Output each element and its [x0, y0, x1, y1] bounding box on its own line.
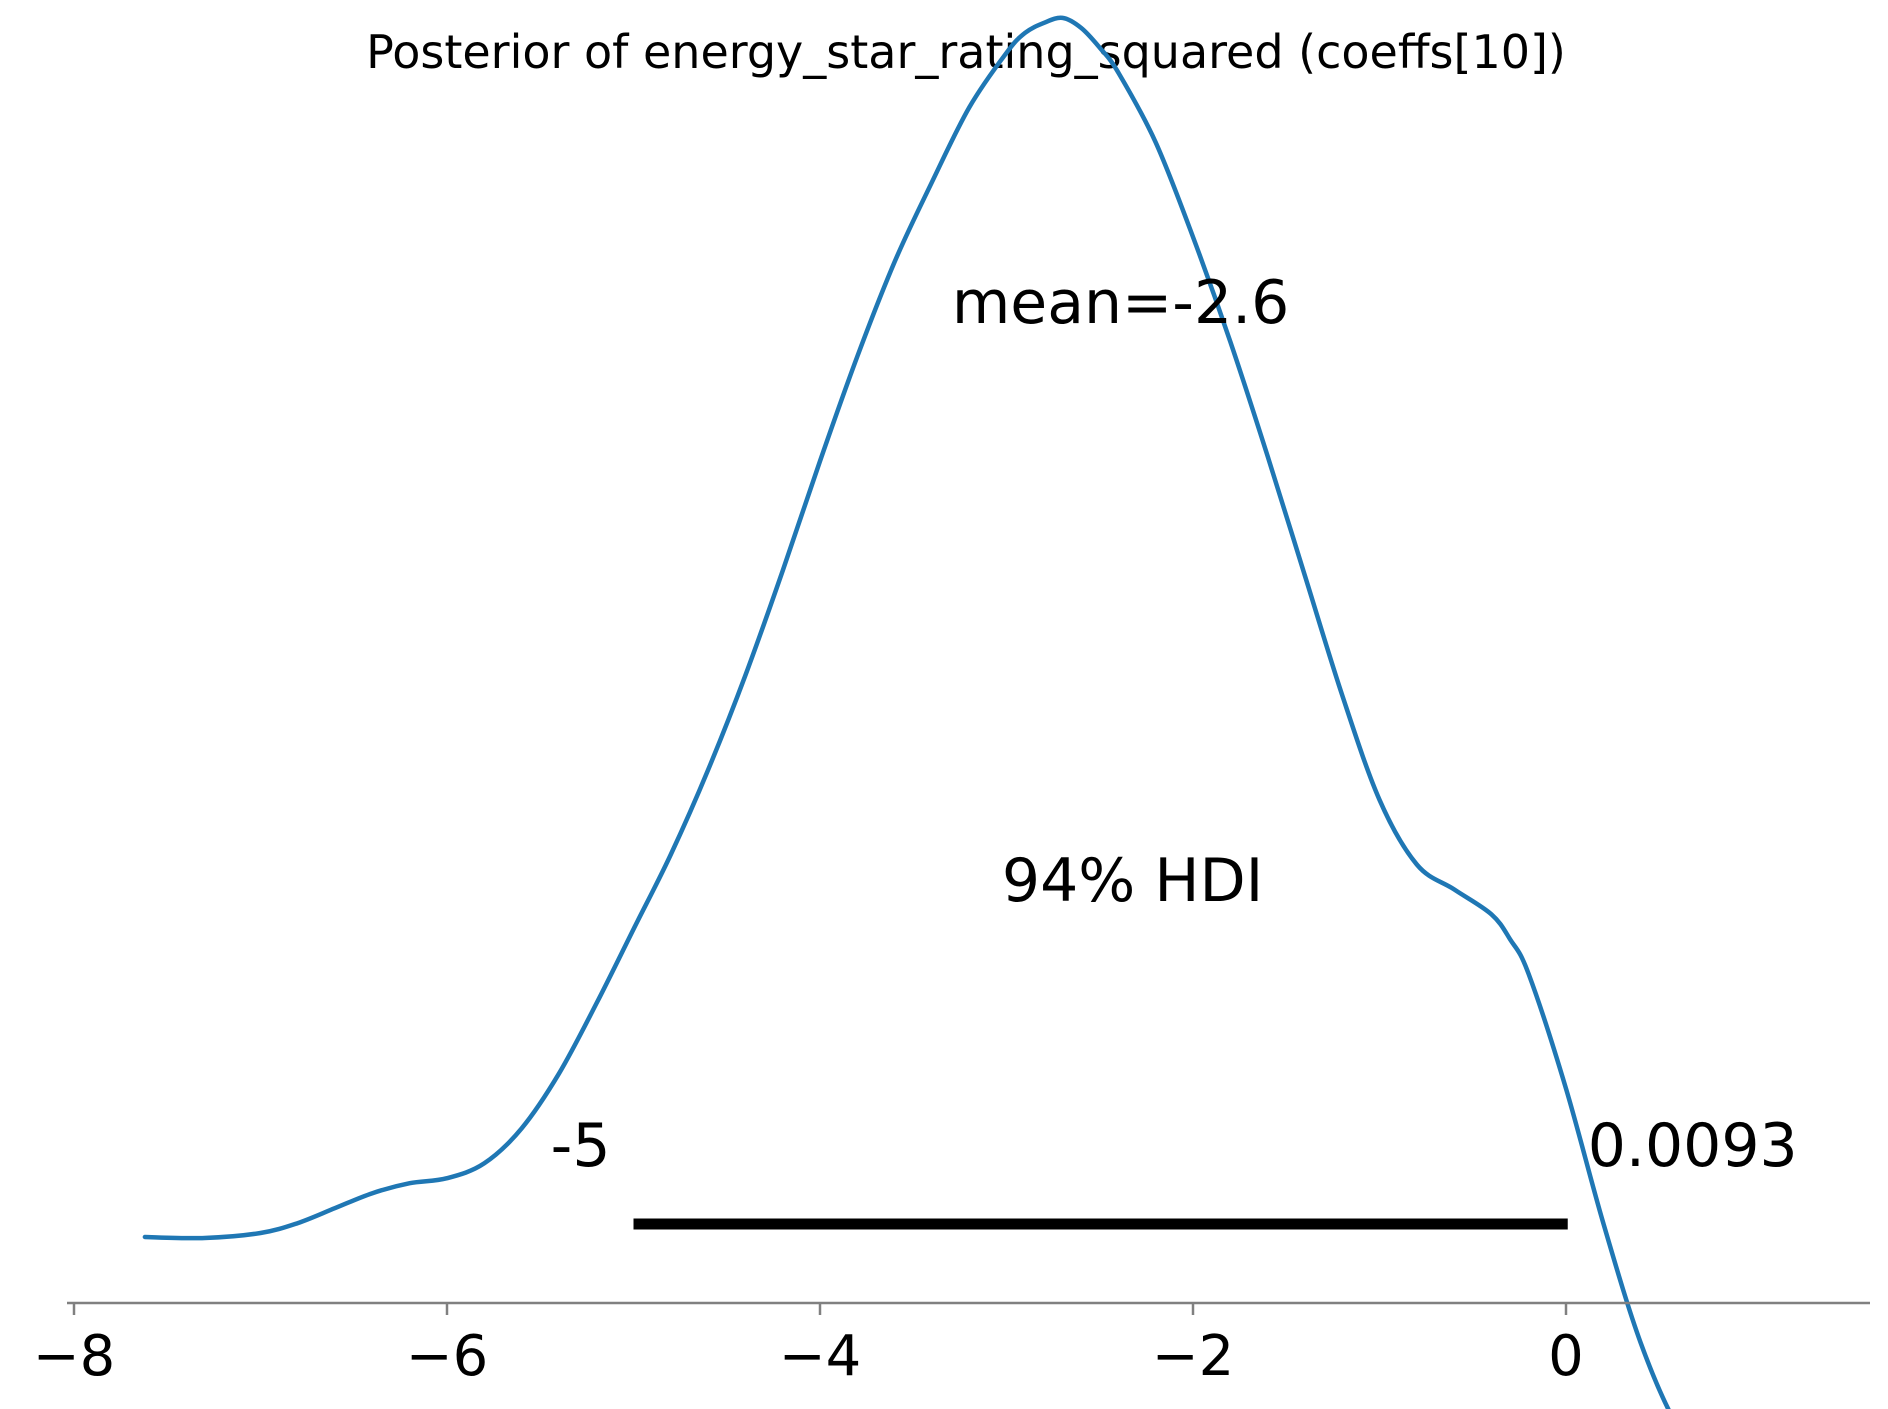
x-tick-label: −2: [1152, 1324, 1235, 1389]
x-axis-ticks: −8 −6 −4 −2 0: [33, 1303, 1584, 1389]
hdi-low-label: -5: [551, 1111, 611, 1181]
x-tick-label: −4: [779, 1324, 862, 1389]
chart-title: Posterior of energy_star_rating_squared …: [366, 25, 1566, 79]
x-tick-label: −8: [33, 1324, 116, 1389]
posterior-density-line: [142, 15, 1671, 1409]
x-tick-label: 0: [1548, 1324, 1584, 1389]
hdi-label: 94% HDI: [1002, 846, 1263, 916]
mean-label: mean=-2.6: [952, 268, 1290, 338]
hdi-high-label: 0.0093: [1588, 1111, 1798, 1181]
x-tick-label: −6: [406, 1324, 489, 1389]
